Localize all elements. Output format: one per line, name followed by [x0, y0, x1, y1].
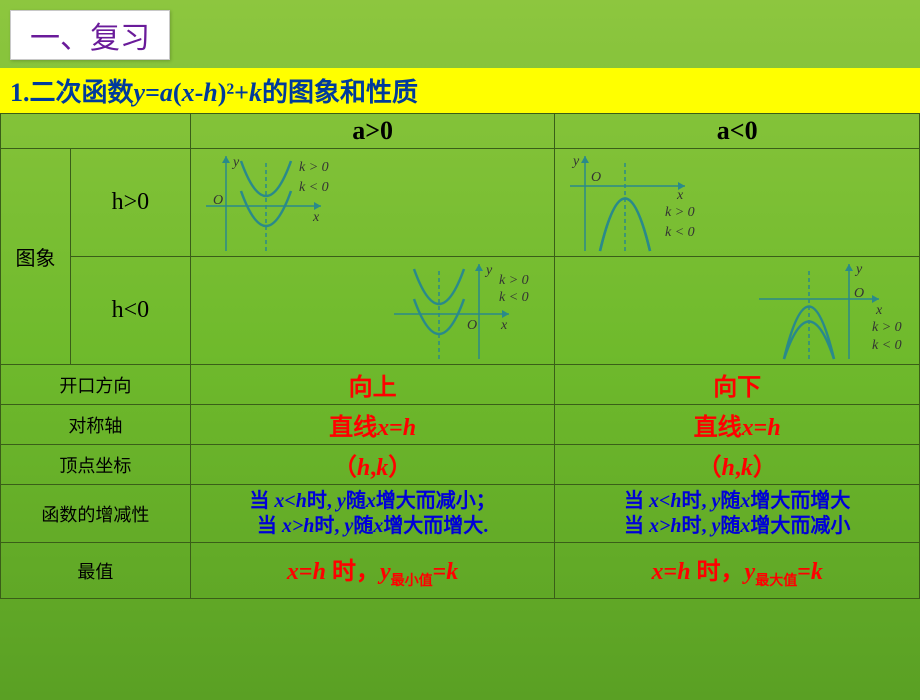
parabola-up-left-icon: y x O k > 0 k < 0 [389, 259, 549, 364]
title-suffix: 的图象和性质 [262, 72, 418, 109]
parabola-down-right-icon: y x O k > 0 k < 0 [565, 151, 725, 256]
parabola-up-right-icon: y x O k > 0 k < 0 [201, 151, 361, 256]
row-axis-label: 对称轴 [1, 405, 191, 445]
vertex-neg: （h,k） [555, 445, 920, 485]
title-eq: = [145, 78, 160, 108]
svg-text:O: O [591, 170, 601, 185]
svg-text:k > 0: k > 0 [872, 320, 902, 335]
svg-text:x: x [312, 210, 320, 225]
title-lp: ( [173, 78, 182, 108]
header-banner: 一、复习 [10, 10, 170, 60]
svg-text:k > 0: k > 0 [499, 273, 529, 288]
title-x: x [182, 78, 195, 108]
svg-text:x: x [500, 318, 508, 333]
h-pos-label: h>0 [70, 149, 190, 257]
h-neg-label: h<0 [70, 257, 190, 365]
svg-text:k > 0: k > 0 [665, 205, 695, 220]
extremum-max: x=h 时，y最大值=k [555, 543, 920, 599]
title-bar: 1.二次函数 y = a ( x - h ) ² + k 的图象和性质 [0, 68, 920, 113]
svg-text:y: y [231, 155, 240, 170]
svg-text:k > 0: k > 0 [299, 160, 329, 175]
parabola-down-left-icon: y x O k > 0 k < 0 [754, 259, 914, 364]
col-a-neg: a<0 [555, 114, 920, 149]
row-extremum-label: 最值 [1, 543, 191, 599]
svg-text:k < 0: k < 0 [299, 180, 329, 195]
svg-text:O: O [854, 286, 864, 301]
direction-up: 向上 [190, 365, 555, 405]
axis-neg: 直线x=h [555, 405, 920, 445]
row-vertex-label: 顶点坐标 [1, 445, 191, 485]
row-direction-label: 开口方向 [1, 365, 191, 405]
properties-table: a>0 a<0 图象 h>0 y x O k > 0 k < 0 [0, 113, 920, 599]
svg-text:k < 0: k < 0 [872, 338, 902, 353]
title-prefix: 1.二次函数 [10, 72, 134, 109]
row-monotone-label: 函数的增减性 [1, 485, 191, 543]
svg-text:k < 0: k < 0 [665, 225, 695, 240]
vertex-pos: （h,k） [190, 445, 555, 485]
mono-neg: 当 x<h时, y随x增大而增大 当 x>h时, y随x增大而减小 [555, 485, 920, 543]
title-plus: + [234, 78, 249, 108]
col-a-pos: a>0 [190, 114, 555, 149]
direction-down: 向下 [555, 365, 920, 405]
svg-text:k < 0: k < 0 [499, 290, 529, 305]
mono-pos: 当 x<h时, y随x增大而减小； 当 x>h时, y随x增大而增大. [190, 485, 555, 543]
extremum-min: x=h 时，y最小值=k [190, 543, 555, 599]
title-sq: ² [226, 78, 234, 108]
svg-text:y: y [484, 263, 493, 278]
row-graph-label: 图象 [1, 149, 71, 365]
title-k: k [249, 78, 262, 108]
title-h: h [203, 78, 217, 108]
svg-text:O: O [213, 193, 223, 208]
svg-text:x: x [875, 303, 883, 318]
svg-text:y: y [854, 262, 863, 277]
title-a: a [160, 78, 173, 108]
graph-aneg-hneg: y x O k > 0 k < 0 [555, 257, 920, 365]
title-minus: - [195, 78, 204, 108]
graph-aneg-hpos: y x O k > 0 k < 0 [555, 149, 920, 257]
graph-apos-hpos: y x O k > 0 k < 0 [190, 149, 555, 257]
title-y: y [134, 78, 146, 108]
title-rp: ) [218, 78, 227, 108]
svg-text:O: O [467, 318, 477, 333]
svg-text:y: y [571, 154, 580, 169]
graph-apos-hneg: y x O k > 0 k < 0 [190, 257, 555, 365]
header-text: 一、复习 [30, 13, 150, 57]
svg-text:x: x [676, 188, 684, 203]
axis-pos: 直线x=h [190, 405, 555, 445]
